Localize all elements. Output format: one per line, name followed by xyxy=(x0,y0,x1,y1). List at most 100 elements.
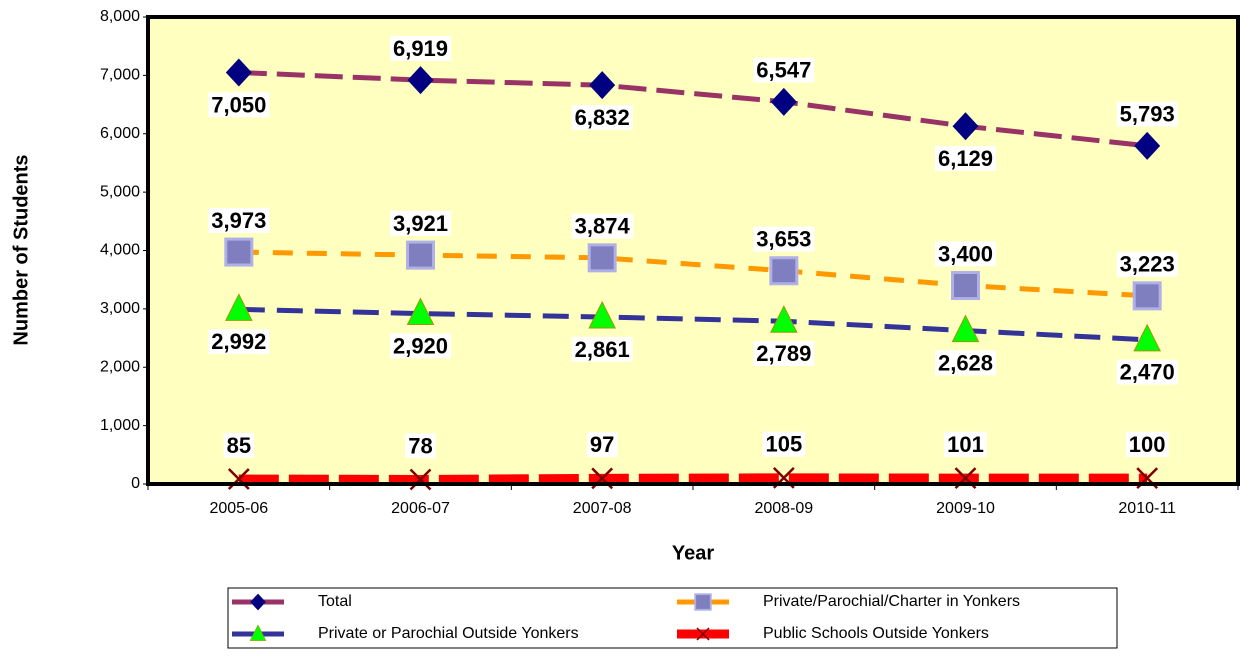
marker xyxy=(409,468,432,491)
data-label-group: 6,919 xyxy=(389,35,452,61)
series-line xyxy=(238,249,1148,299)
marker xyxy=(1132,281,1162,311)
data-label-group: 78 xyxy=(405,433,436,459)
data-label-bg xyxy=(389,333,452,359)
data-label: 2,789 xyxy=(756,341,811,366)
data-label-group: 105 xyxy=(762,431,806,457)
data-label-bg xyxy=(223,432,255,458)
y-tick-label: 0 xyxy=(131,475,140,492)
data-label-bg xyxy=(208,329,270,355)
data-label: 3,400 xyxy=(938,241,993,266)
marker xyxy=(224,237,254,267)
data-label-group: 2,470 xyxy=(1116,359,1178,385)
data-label: 5,793 xyxy=(1120,102,1175,127)
x-axis-label: Year xyxy=(672,542,714,564)
y-tick-label: 8,000 xyxy=(100,8,140,25)
data-label-group: 3,874 xyxy=(571,213,634,239)
data-label-bg xyxy=(934,241,997,267)
y-tick-label: 5,000 xyxy=(100,183,140,200)
marker xyxy=(250,593,266,611)
data-label-bg xyxy=(389,210,452,236)
data-label: 3,653 xyxy=(756,227,811,252)
data-label: 100 xyxy=(1129,432,1166,457)
x-tick-label: 2006-07 xyxy=(391,500,450,517)
data-label-bg xyxy=(753,341,815,367)
marker xyxy=(225,293,253,321)
legend-label: Public Schools Outside Yonkers xyxy=(763,625,989,642)
data-label-bg xyxy=(1116,359,1178,385)
data-label: 2,920 xyxy=(393,333,448,358)
legend-label: Private/Parochial/Charter in Yonkers xyxy=(763,593,1020,610)
y-axis-label: Number of Students xyxy=(10,154,32,345)
data-label-bg xyxy=(405,433,436,459)
data-label-bg xyxy=(208,207,270,233)
data-label-group: 85 xyxy=(223,432,255,458)
marker xyxy=(587,243,617,273)
marker xyxy=(588,300,616,329)
data-label-group: 6,129 xyxy=(934,146,997,172)
data-label-group: 6,547 xyxy=(753,57,815,83)
x-tick-label: 2009-10 xyxy=(936,500,995,517)
data-label-bg xyxy=(571,336,633,362)
data-label-bg xyxy=(934,350,997,376)
data-label-group: 3,921 xyxy=(389,210,452,236)
plot-area xyxy=(148,17,1238,484)
y-tick-label: 7,000 xyxy=(100,67,140,84)
data-label: 101 xyxy=(947,432,984,457)
data-label: 2,861 xyxy=(575,337,630,362)
marker xyxy=(694,593,712,611)
data-label: 2,628 xyxy=(938,350,993,375)
data-label: 6,129 xyxy=(938,146,993,171)
marker xyxy=(249,624,267,641)
data-label-group: 2,920 xyxy=(389,333,452,359)
data-label-group: 3,653 xyxy=(753,226,815,252)
marker xyxy=(406,297,435,326)
data-label-group: 101 xyxy=(944,431,987,457)
data-label: 3,223 xyxy=(1120,252,1175,277)
x-tick-label: 2007-08 xyxy=(573,500,632,517)
x-tick-label: 2008-09 xyxy=(754,500,813,517)
data-label-bg xyxy=(571,213,634,239)
data-label-group: 7,050 xyxy=(208,92,270,118)
x-tick-label: 2010-11 xyxy=(1118,500,1176,517)
y-tick-label: 4,000 xyxy=(100,242,140,259)
data-label: 97 xyxy=(590,432,614,457)
data-label-group: 2,861 xyxy=(571,336,633,362)
marker xyxy=(770,87,797,116)
data-label: 6,919 xyxy=(393,36,448,61)
data-label-bg xyxy=(208,92,270,118)
legend-box xyxy=(227,587,1118,649)
data-label: 3,973 xyxy=(211,208,266,233)
data-label-group: 100 xyxy=(1125,431,1169,457)
data-label: 7,050 xyxy=(211,92,266,117)
plot-border xyxy=(146,15,1240,486)
y-tick-label: 1,000 xyxy=(100,417,140,434)
marker xyxy=(951,271,980,301)
legend-label: Total xyxy=(318,593,352,610)
marker xyxy=(952,112,979,141)
data-label-group: 97 xyxy=(586,432,618,458)
data-label-bg xyxy=(934,146,997,172)
x-tick-label: 2005-06 xyxy=(209,500,268,517)
data-label: 2,470 xyxy=(1120,360,1175,385)
data-label-bg xyxy=(586,432,618,458)
data-label: 2,992 xyxy=(211,329,266,354)
data-label-bg xyxy=(944,431,987,457)
data-label-bg xyxy=(389,35,452,61)
data-label-group: 2,628 xyxy=(934,350,997,376)
data-label: 3,874 xyxy=(575,214,631,239)
marker xyxy=(770,305,798,333)
data-label: 78 xyxy=(408,433,432,458)
data-label: 85 xyxy=(227,433,251,458)
data-label: 6,832 xyxy=(575,105,630,130)
marker xyxy=(589,71,616,100)
data-label-bg xyxy=(1125,431,1169,457)
marker xyxy=(406,240,435,270)
marker xyxy=(1133,323,1161,352)
data-label-bg xyxy=(571,104,633,130)
data-label-group: 3,973 xyxy=(208,207,270,233)
y-tick-label: 3,000 xyxy=(100,300,140,317)
data-label-group: 3,400 xyxy=(934,241,997,267)
